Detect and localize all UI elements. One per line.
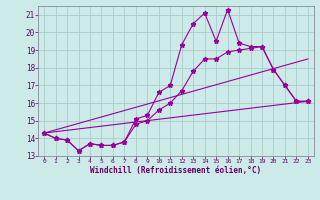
X-axis label: Windchill (Refroidissement éolien,°C): Windchill (Refroidissement éolien,°C) xyxy=(91,166,261,175)
